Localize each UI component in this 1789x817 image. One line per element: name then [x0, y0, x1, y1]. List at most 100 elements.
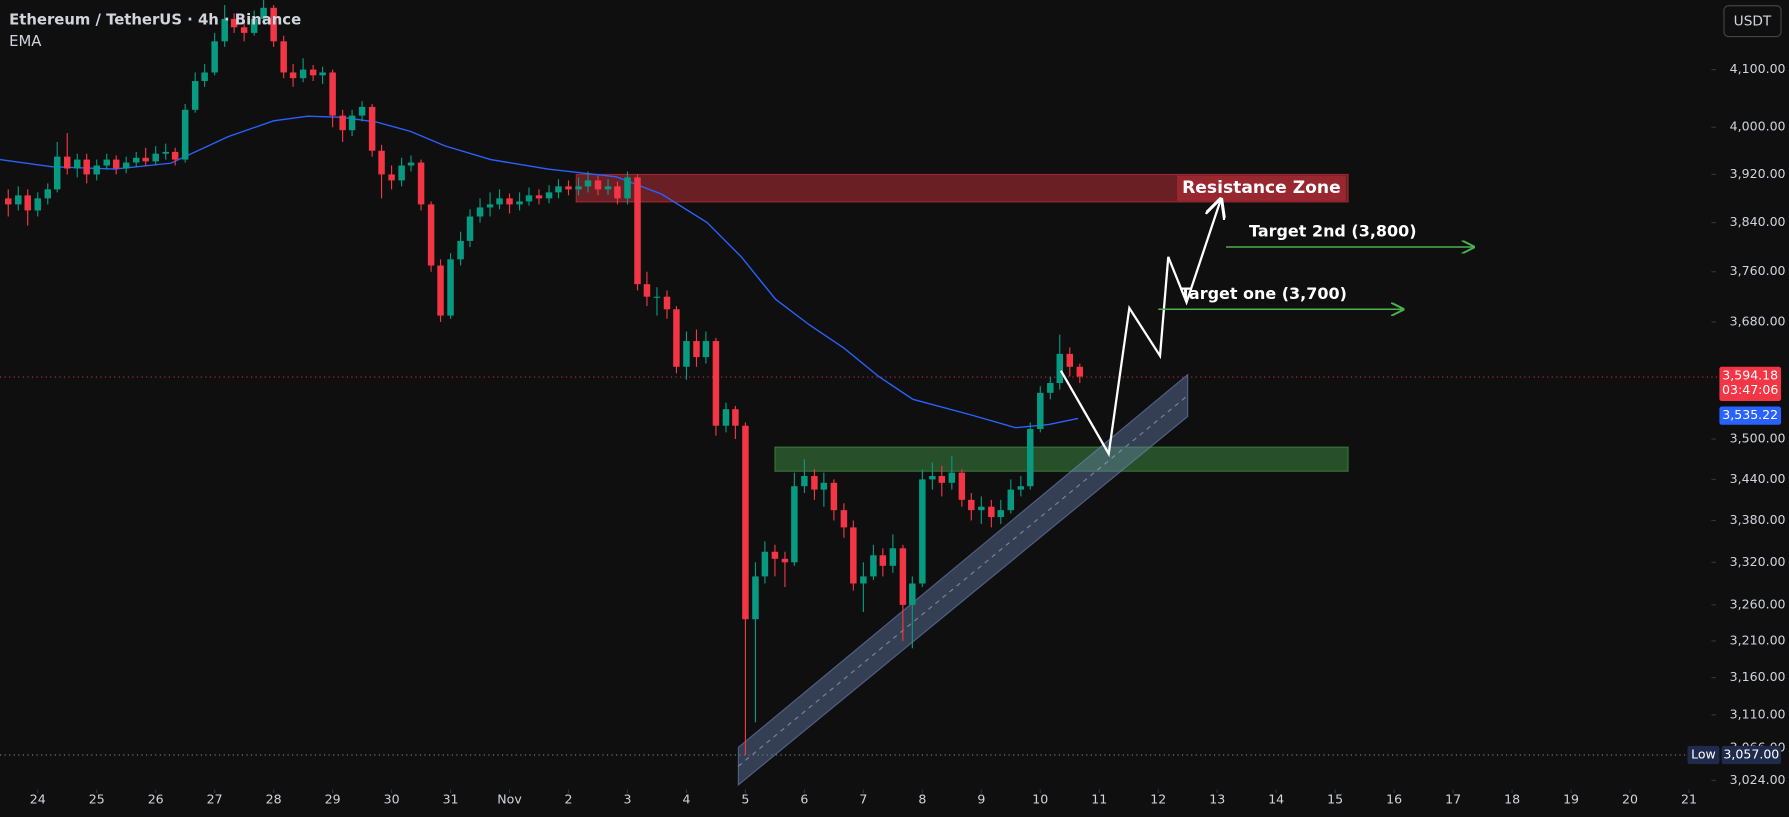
- y-tick-label: 3,760.00: [1730, 263, 1786, 278]
- low-value-box: [1721, 745, 1782, 765]
- candle-body: [348, 115, 356, 131]
- candle-body: [712, 341, 720, 426]
- x-tick-label: 8: [918, 791, 926, 806]
- candle-body: [457, 240, 464, 260]
- candle-body: [417, 162, 425, 205]
- candle-body: [781, 558, 789, 563]
- last-price-label: 3,594.18: [1722, 367, 1778, 382]
- ema-box: [1719, 406, 1782, 425]
- candle-body: [575, 186, 582, 190]
- candle-body: [122, 162, 130, 169]
- candle-body: [830, 482, 838, 511]
- candle-body: [604, 186, 612, 190]
- candle-body: [260, 7, 267, 19]
- candle-body: [171, 151, 179, 160]
- candle-body: [24, 195, 31, 211]
- x-tick-label: 13: [1209, 791, 1225, 806]
- candle-body: [5, 198, 12, 205]
- x-tick-label: 26: [148, 791, 164, 806]
- countdown-label: 03:47:06: [1722, 382, 1778, 397]
- x-tick-label: 25: [89, 791, 105, 806]
- x-tick-label: 7: [859, 791, 867, 806]
- candle-body: [634, 177, 641, 285]
- candle-body: [919, 479, 926, 584]
- candle-body: [427, 204, 435, 266]
- currency-button[interactable]: [1723, 5, 1782, 38]
- candle-body: [74, 159, 81, 169]
- x-tick-label: 17: [1445, 791, 1461, 806]
- low-tag-label: Low: [1691, 746, 1716, 761]
- candle-body: [103, 159, 110, 166]
- x-tick-label: 16: [1386, 791, 1402, 806]
- candle-body: [63, 156, 71, 169]
- candle-body: [811, 476, 818, 490]
- candle-body: [545, 192, 553, 199]
- candle-body: [358, 106, 366, 116]
- x-tick-label: 21: [1681, 791, 1697, 806]
- candle-body: [683, 341, 690, 367]
- candle-body: [909, 583, 916, 605]
- candle-body: [201, 72, 208, 82]
- candle-body: [643, 284, 651, 297]
- candle-body: [801, 476, 808, 487]
- x-tick-label: 3: [623, 791, 631, 806]
- y-tick-label: 3,920.00: [1730, 166, 1786, 181]
- candle-body: [722, 409, 730, 426]
- x-tick-label: 28: [266, 791, 282, 806]
- candle-body: [506, 198, 513, 205]
- candle-body: [112, 159, 120, 169]
- y-tick-label: 3,840.00: [1730, 214, 1786, 229]
- candle-body: [221, 18, 228, 42]
- candle-body: [1027, 429, 1034, 487]
- y-tick-label: 4,000.00: [1730, 119, 1786, 134]
- ema-value-label: 3,535.22: [1722, 407, 1778, 422]
- candle-body: [93, 165, 100, 175]
- candle-body: [44, 189, 52, 199]
- candle-body: [761, 551, 769, 577]
- target-label: Target 2nd (3,800): [1249, 222, 1417, 241]
- projection-path: [1059, 200, 1221, 458]
- candle-body: [1047, 383, 1054, 393]
- candle-body: [83, 159, 90, 175]
- candle-body: [34, 198, 41, 211]
- x-tick-label: 24: [30, 791, 46, 806]
- candle-body: [879, 555, 887, 566]
- x-tick-label: 2: [565, 791, 573, 806]
- candle-body: [1017, 486, 1025, 490]
- candle-body: [594, 180, 602, 190]
- candle-body: [850, 527, 857, 584]
- candle-body: [250, 18, 258, 33]
- x-tick-label: 9: [977, 791, 985, 806]
- chart-title: Ethereum / TetherUS · 4h · Binance: [9, 12, 301, 29]
- y-tick-label: 4,100.00: [1730, 61, 1786, 76]
- ema-line: [0, 115, 1079, 429]
- candle-body: [1066, 353, 1074, 367]
- candle-body: [889, 548, 897, 566]
- candle-body: [555, 186, 562, 193]
- candle-body: [732, 409, 739, 426]
- candle-body: [820, 482, 828, 490]
- y-tick-label: 3,160.00: [1730, 669, 1786, 684]
- candle-body: [752, 576, 759, 620]
- x-tick-label: 11: [1091, 791, 1107, 806]
- candle-body: [53, 156, 61, 190]
- candle-body: [997, 510, 1005, 518]
- y-tick-label: 3,380.00: [1730, 512, 1786, 527]
- candle-body: [584, 180, 592, 187]
- x-tick-label: 27: [207, 791, 223, 806]
- zone-label-bg: [1176, 175, 1346, 201]
- candle-body: [565, 186, 572, 190]
- x-tick-label: 20: [1622, 791, 1638, 806]
- x-tick-label: 30: [384, 791, 400, 806]
- candle-body: [299, 69, 307, 79]
- candle-body: [663, 296, 671, 310]
- candle-body: [289, 72, 297, 79]
- y-tick-label: 3,500.00: [1730, 431, 1786, 446]
- currency-label[interactable]: USDT: [1734, 14, 1772, 30]
- candle-body: [329, 72, 336, 116]
- candle-body: [162, 151, 169, 154]
- x-tick-label: 29: [325, 791, 341, 806]
